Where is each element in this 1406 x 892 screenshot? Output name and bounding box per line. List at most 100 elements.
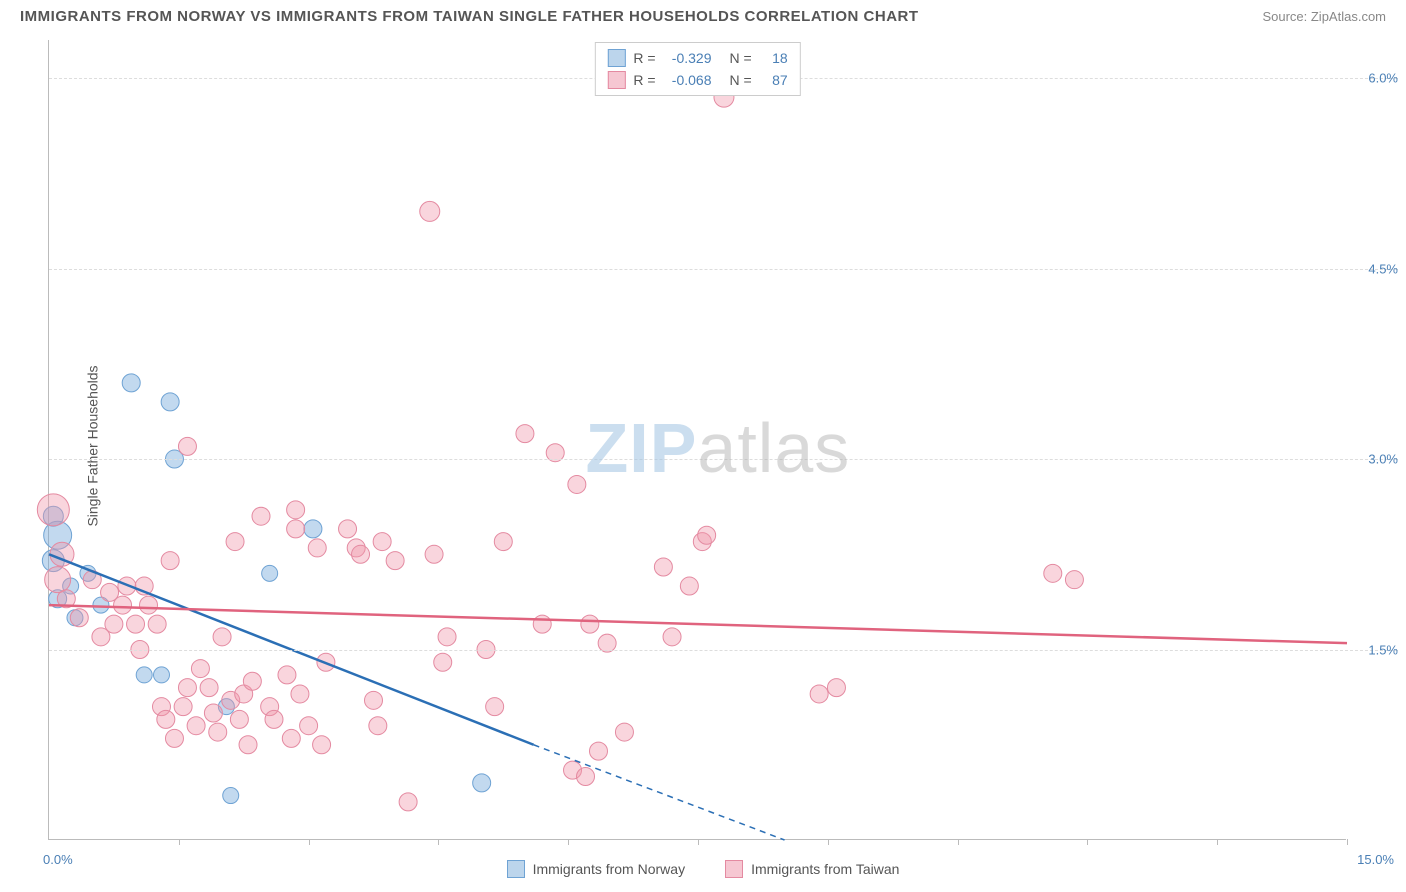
scatter-point: [438, 628, 456, 646]
scatter-point: [1065, 571, 1083, 589]
stat-r-label: R =: [633, 69, 655, 91]
legend-item: Immigrants from Norway: [507, 860, 685, 878]
plot-area: 1.5%3.0%4.5%6.0%0.0%15.0%ZIPatlasR =-0.3…: [48, 40, 1346, 840]
y-tick-label: 1.5%: [1368, 642, 1398, 657]
scatter-point: [209, 723, 227, 741]
x-tick-mark: [1217, 839, 1218, 845]
scatter-point: [810, 685, 828, 703]
scatter-point: [434, 653, 452, 671]
legend-swatch: [507, 860, 525, 878]
scatter-point: [386, 552, 404, 570]
scatter-point: [191, 660, 209, 678]
x-tick-mark: [1347, 839, 1348, 845]
stat-n-label: N =: [730, 69, 752, 91]
scatter-point: [698, 526, 716, 544]
gridline-h: [49, 269, 1398, 270]
stat-n-value: 87: [760, 69, 788, 91]
legend-swatch: [725, 860, 743, 878]
scatter-point: [213, 628, 231, 646]
scatter-point: [157, 710, 175, 728]
scatter-point: [174, 698, 192, 716]
x-tick-mark: [958, 839, 959, 845]
scatter-point: [291, 685, 309, 703]
regression-line: [534, 745, 785, 840]
stat-r-label: R =: [633, 47, 655, 69]
scatter-point: [243, 672, 261, 690]
stat-n-value: 18: [760, 47, 788, 69]
scatter-point: [148, 615, 166, 633]
scatter-point: [37, 494, 69, 526]
scatter-point: [365, 691, 383, 709]
scatter-point: [300, 717, 318, 735]
scatter-point: [589, 742, 607, 760]
scatter-point: [1044, 564, 1062, 582]
scatter-point: [369, 717, 387, 735]
series-swatch: [607, 71, 625, 89]
scatter-point: [165, 729, 183, 747]
scatter-point: [352, 545, 370, 563]
scatter-point: [339, 520, 357, 538]
scatter-point: [287, 520, 305, 538]
scatter-point: [178, 679, 196, 697]
chart-title: IMMIGRANTS FROM NORWAY VS IMMIGRANTS FRO…: [20, 8, 919, 25]
scatter-point: [654, 558, 672, 576]
x-tick-mark: [698, 839, 699, 845]
scatter-point: [45, 567, 71, 593]
scatter-point: [262, 565, 278, 581]
scatter-point: [282, 729, 300, 747]
x-tick-mark: [1087, 839, 1088, 845]
scatter-point: [313, 736, 331, 754]
scatter-point: [373, 533, 391, 551]
scatter-point: [568, 475, 586, 493]
scatter-point: [153, 667, 169, 683]
scatter-point: [486, 698, 504, 716]
scatter-point: [239, 736, 257, 754]
scatter-point: [399, 793, 417, 811]
header: IMMIGRANTS FROM NORWAY VS IMMIGRANTS FRO…: [0, 0, 1406, 29]
scatter-point: [494, 533, 512, 551]
stat-r-value: -0.068: [664, 69, 712, 91]
stat-row: R = -0.329 N = 18: [607, 47, 787, 69]
x-tick-mark: [309, 839, 310, 845]
scatter-point: [204, 704, 222, 722]
scatter-point: [581, 615, 599, 633]
y-tick-label: 6.0%: [1368, 71, 1398, 86]
scatter-point: [187, 717, 205, 735]
scatter-point: [533, 615, 551, 633]
scatter-point: [680, 577, 698, 595]
scatter-point: [226, 533, 244, 551]
stat-r-value: -0.329: [664, 47, 712, 69]
scatter-point: [577, 768, 595, 786]
scatter-point: [615, 723, 633, 741]
x-tick-mark: [568, 839, 569, 845]
scatter-point: [178, 437, 196, 455]
legend: Immigrants from Norway Immigrants from Ta…: [0, 860, 1406, 878]
scatter-point: [304, 520, 322, 538]
correlation-stats-box: R = -0.329 N = 18 R = -0.068 N = 87: [594, 42, 800, 96]
x-tick-mark: [438, 839, 439, 845]
scatter-point: [105, 615, 123, 633]
scatter-point: [127, 615, 145, 633]
scatter-point: [70, 609, 88, 627]
series-swatch: [607, 49, 625, 67]
scatter-point: [122, 374, 140, 392]
scatter-point: [663, 628, 681, 646]
legend-label: Immigrants from Norway: [533, 861, 685, 877]
scatter-point: [161, 393, 179, 411]
scatter-point: [114, 596, 132, 614]
legend-label: Immigrants from Taiwan: [751, 861, 899, 877]
scatter-point: [278, 666, 296, 684]
scatter-point: [136, 667, 152, 683]
y-tick-label: 3.0%: [1368, 452, 1398, 467]
scatter-point: [265, 710, 283, 728]
scatter-point: [200, 679, 218, 697]
scatter-point: [230, 710, 248, 728]
scatter-point: [425, 545, 443, 563]
legend-item: Immigrants from Taiwan: [725, 860, 899, 878]
scatter-point: [473, 774, 491, 792]
stat-n-label: N =: [730, 47, 752, 69]
scatter-point: [420, 201, 440, 221]
scatter-point: [140, 596, 158, 614]
scatter-point: [287, 501, 305, 519]
scatter-point: [223, 788, 239, 804]
